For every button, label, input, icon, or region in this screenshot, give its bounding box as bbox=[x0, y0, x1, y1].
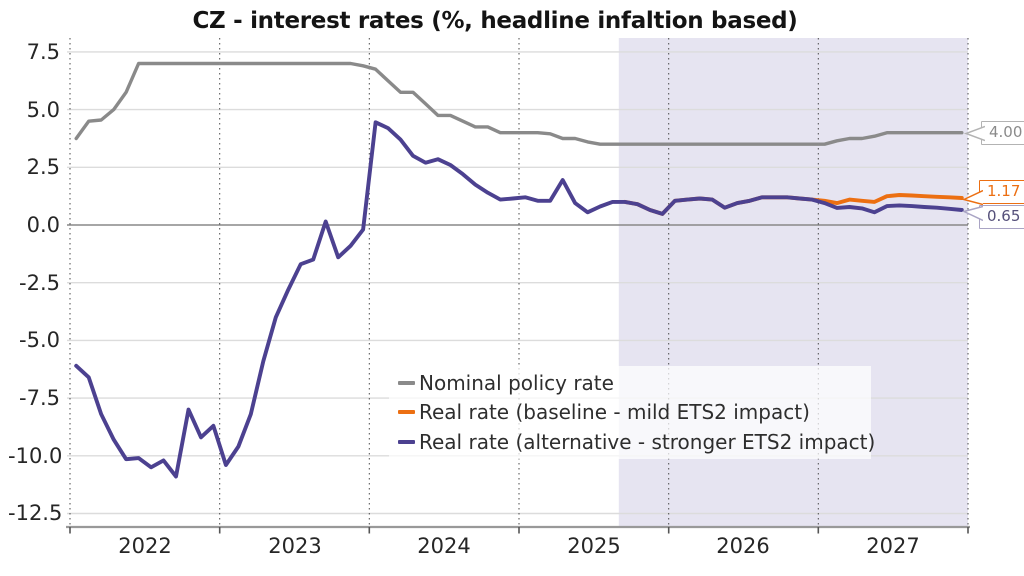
y-tick-label: 2.5 bbox=[26, 155, 60, 179]
legend: Nominal policy rate Real rate (baseline … bbox=[389, 366, 875, 459]
y-tick-label: 0.0 bbox=[26, 213, 60, 237]
x-tick-label: 2025 bbox=[567, 534, 621, 558]
y-tick-label: -5.0 bbox=[19, 328, 60, 352]
x-tick-label: 2027 bbox=[866, 534, 920, 558]
x-axis-ticks bbox=[69, 527, 969, 534]
series-line-2 bbox=[74, 120, 964, 479]
x-tick-label: 2026 bbox=[716, 534, 770, 558]
orange-line-swatch-icon bbox=[398, 410, 415, 415]
callout-notch-icon bbox=[961, 189, 983, 206]
legend-label: Real rate (alternative - stronger ETS2 i… bbox=[419, 430, 876, 455]
callout-notch-icon bbox=[961, 205, 983, 222]
end-value: 4.00 bbox=[989, 123, 1023, 141]
y-tick-label: 7.5 bbox=[26, 40, 60, 64]
legend-label: Nominal policy rate bbox=[419, 370, 614, 395]
y-tick-label: 5.0 bbox=[26, 98, 60, 122]
x-tick-label: 2022 bbox=[118, 534, 172, 558]
legend-item-nominal: Nominal policy rate bbox=[398, 369, 871, 397]
legend-label: Real rate (baseline - mild ETS2 impact) bbox=[419, 400, 810, 425]
series-lines bbox=[74, 61, 964, 479]
y-tick-label: -7.5 bbox=[19, 386, 60, 410]
chart-title: CZ - interest rates (%, headline infalti… bbox=[192, 8, 798, 34]
callout-notch-icon bbox=[963, 125, 985, 142]
end-value: 1.17 bbox=[987, 182, 1021, 200]
legend-item-baseline: Real rate (baseline - mild ETS2 impact) bbox=[398, 398, 871, 426]
x-tick-label: 2024 bbox=[417, 534, 471, 558]
legend-item-alternative: Real rate (alternative - stronger ETS2 i… bbox=[398, 428, 875, 456]
end-label-nominal: 4.00 bbox=[963, 121, 1024, 145]
y-tick-label: -10.0 bbox=[8, 444, 63, 468]
y-tick-label: -12.5 bbox=[8, 501, 63, 525]
series-line-0 bbox=[74, 61, 964, 146]
y-tick-label: -2.5 bbox=[19, 271, 60, 295]
end-value: 0.65 bbox=[987, 207, 1021, 225]
end-label-alternative: 0.65 bbox=[961, 205, 1024, 229]
end-label-baseline: 1.17 bbox=[961, 180, 1024, 206]
x-tick-label: 2023 bbox=[268, 534, 322, 558]
year-gridlines bbox=[69, 38, 969, 527]
purple-line-swatch-icon bbox=[398, 440, 415, 445]
gray-line-swatch-icon bbox=[398, 380, 415, 385]
